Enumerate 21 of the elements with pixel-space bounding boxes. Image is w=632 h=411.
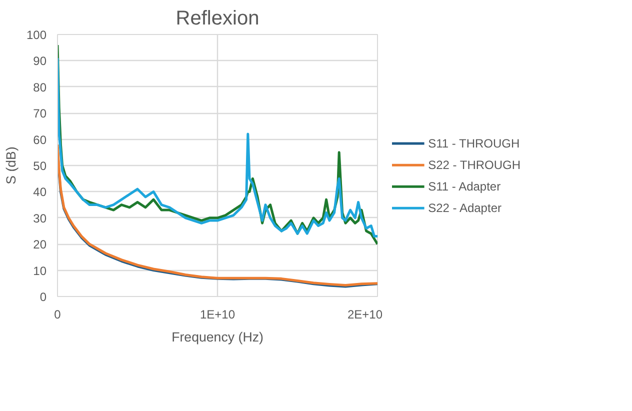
x-tick-label: 1E+10 bbox=[200, 308, 236, 322]
legend-label: S11 - Adapter bbox=[428, 180, 501, 194]
y-tick-label: 50 bbox=[33, 159, 47, 173]
legend-label: S11 - THROUGH bbox=[428, 136, 520, 151]
legend-label: S22 - Adapter bbox=[428, 201, 502, 216]
y-tick-label: 30 bbox=[33, 211, 47, 226]
y-tick-label: 100 bbox=[26, 28, 47, 42]
x-tick-label: 0 bbox=[54, 308, 62, 322]
y-tick-label: 70 bbox=[33, 106, 47, 121]
x-tick-label: 2E+10 bbox=[347, 308, 383, 322]
y-axis-title: S (dB) bbox=[3, 146, 18, 184]
y-tick-label: 90 bbox=[33, 54, 47, 68]
y-tick-label: 40 bbox=[33, 185, 47, 200]
legend-label: S22 - THROUGH bbox=[428, 158, 521, 172]
y-tick-label: 80 bbox=[33, 80, 47, 94]
chart-title: Reflexion bbox=[176, 8, 260, 30]
y-tick-label: 60 bbox=[33, 132, 47, 147]
x-axis-title: Frequency (Hz) bbox=[172, 330, 264, 344]
y-tick-label: 10 bbox=[33, 264, 47, 278]
y-tick-label: 0 bbox=[40, 290, 47, 304]
y-tick-label: 20 bbox=[33, 238, 47, 252]
